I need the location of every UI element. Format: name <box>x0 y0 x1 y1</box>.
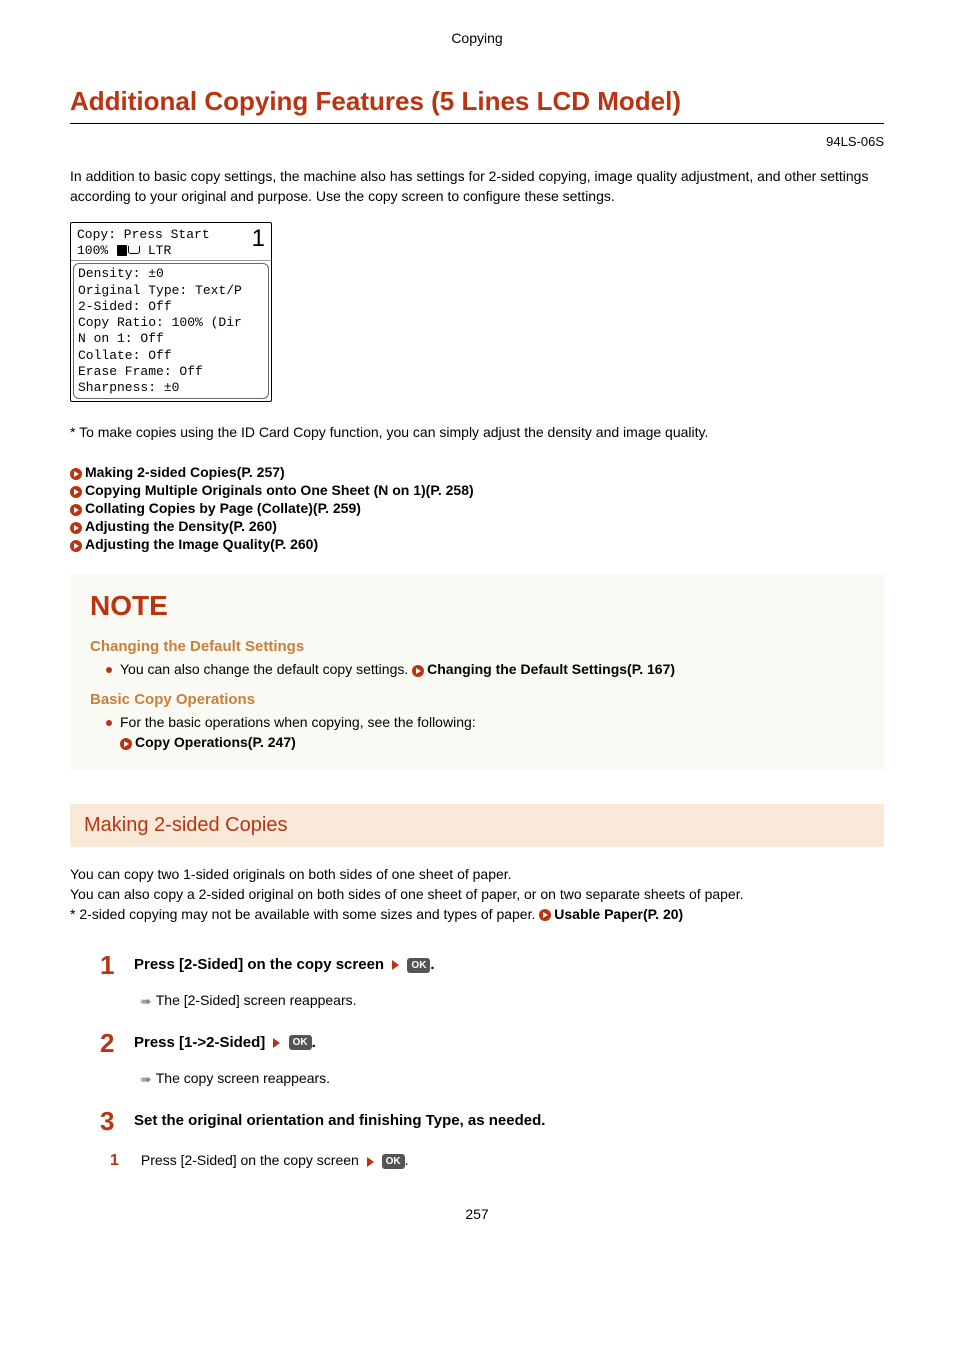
lcd-line2: 100% LTR <box>77 243 210 259</box>
step-3-number: 3 <box>100 1108 120 1134</box>
link-copy-operations[interactable]: Copy Operations(P. 247) <box>120 734 864 750</box>
link-n-on-1[interactable]: Copying Multiple Originals onto One Shee… <box>70 482 884 498</box>
link-collate[interactable]: Collating Copies by Page (Collate)(P. 25… <box>70 500 884 516</box>
step-3-text: Set the original orientation and finishi… <box>134 1108 545 1129</box>
play-icon <box>539 909 551 921</box>
step-2-number: 2 <box>100 1030 120 1056</box>
play-icon <box>70 504 82 516</box>
page-number: 257 <box>70 1206 884 1222</box>
play-icon <box>120 738 132 750</box>
section-2sided-body: You can copy two 1-sided originals on bo… <box>70 865 884 924</box>
lcd-body: Density: ±0 Original Type: Text/P 2-Side… <box>73 263 269 399</box>
play-icon <box>70 540 82 552</box>
triangle-icon <box>367 1157 374 1167</box>
link-2sided[interactable]: Making 2-sided Copies(P. 257) <box>70 464 884 480</box>
note-subtitle-basic: Basic Copy Operations <box>90 691 864 708</box>
ok-icon: OK <box>407 958 430 973</box>
note-box: NOTE Changing the Default Settings You c… <box>70 574 884 770</box>
lcd-line1: Copy: Press Start <box>77 227 210 243</box>
intro-paragraph: In addition to basic copy settings, the … <box>70 167 884 206</box>
triangle-icon <box>392 960 399 970</box>
ok-icon: OK <box>382 1154 405 1169</box>
note-bullet-basic: For the basic operations when copying, s… <box>106 714 864 730</box>
substep-1: 1 Press [2-Sided] on the copy screen OK. <box>110 1152 884 1170</box>
note-bullet-defaults: You can also change the default copy set… <box>106 661 864 677</box>
step-3: 3 Set the original orientation and finis… <box>100 1108 884 1134</box>
header-section-label: Copying <box>70 30 884 46</box>
play-icon <box>412 665 424 677</box>
step-2: 2 Press [1->2-Sided] OK. <box>100 1030 884 1056</box>
note-heading: NOTE <box>90 590 864 622</box>
link-usable-paper[interactable]: Usable Paper(P. 20) <box>554 906 683 922</box>
footnote: * To make copies using the ID Card Copy … <box>70 424 884 440</box>
section-2sided-header: Making 2-sided Copies <box>70 804 884 847</box>
link-image-quality[interactable]: Adjusting the Image Quality(P. 260) <box>70 536 884 552</box>
step-2-result: ➠The copy screen reappears. <box>140 1070 884 1088</box>
lcd-copy-count: 1 <box>252 227 265 251</box>
step-2-text: Press [1->2-Sided] OK. <box>134 1030 316 1051</box>
arrow-icon: ➠ <box>140 1071 152 1088</box>
arrow-icon: ➠ <box>140 993 152 1010</box>
play-icon <box>70 486 82 498</box>
step-1-number: 1 <box>100 952 120 978</box>
ok-icon: OK <box>289 1035 312 1050</box>
triangle-icon <box>273 1038 280 1048</box>
page-title: Additional Copying Features (5 Lines LCD… <box>70 86 884 124</box>
play-icon <box>70 468 82 480</box>
step-1: 1 Press [2-Sided] on the copy screen OK. <box>100 952 884 978</box>
tray-icon <box>128 246 140 254</box>
step-1-result: ➠The [2-Sided] screen reappears. <box>140 992 884 1010</box>
link-list: Making 2-sided Copies(P. 257) Copying Mu… <box>70 464 884 552</box>
substep-1-number: 1 <box>110 1152 119 1170</box>
toner-icon <box>117 245 127 256</box>
play-icon <box>70 522 82 534</box>
lcd-screenshot: Copy: Press Start 100% LTR 1 Density: ±0… <box>70 222 272 402</box>
link-density[interactable]: Adjusting the Density(P. 260) <box>70 518 884 534</box>
link-default-settings[interactable]: Changing the Default Settings(P. 167) <box>427 661 675 677</box>
document-code: 94LS-06S <box>70 134 884 149</box>
step-1-text: Press [2-Sided] on the copy screen OK. <box>134 952 435 973</box>
note-subtitle-defaults: Changing the Default Settings <box>90 638 864 655</box>
